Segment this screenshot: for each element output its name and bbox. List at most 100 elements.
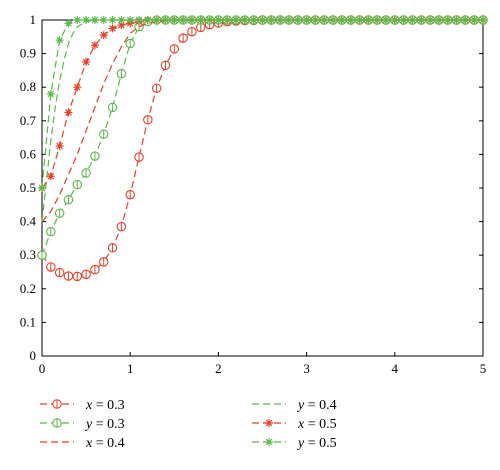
data-point <box>46 89 55 98</box>
data-point <box>38 184 46 192</box>
data-point <box>249 16 258 24</box>
data-point <box>46 172 55 181</box>
y-tick-label: 0 <box>30 348 37 363</box>
data-point <box>470 16 479 24</box>
data-point <box>293 16 302 24</box>
legend-label: y = 0.5 <box>296 436 337 451</box>
legend-variable: x <box>85 436 93 451</box>
legend-item: x = 0.3 <box>40 398 125 413</box>
data-point <box>461 16 470 24</box>
legend-value: = 0.3 <box>92 417 124 432</box>
data-point <box>320 16 329 24</box>
plot-frame <box>41 19 484 357</box>
data-point <box>108 16 117 24</box>
data-point <box>55 36 64 45</box>
y-tick-label: 1 <box>30 12 37 27</box>
series-line <box>41 19 483 189</box>
legend-item: y = 0.5 <box>252 436 337 451</box>
data-point <box>258 16 267 24</box>
data-point <box>135 16 144 24</box>
series-x-0-3 <box>37 15 488 282</box>
data-point <box>108 24 117 33</box>
y-tick-label: 0.8 <box>20 79 36 94</box>
data-point <box>90 16 99 24</box>
data-point <box>196 16 205 24</box>
data-point <box>99 31 108 40</box>
data-point <box>240 16 249 24</box>
data-point <box>223 16 232 24</box>
series-line <box>41 19 483 256</box>
series-y-0-4 <box>41 19 483 222</box>
series-line <box>41 19 483 222</box>
data-point <box>346 16 355 24</box>
data-point <box>399 16 408 24</box>
data-point <box>170 16 179 24</box>
legend-label: x = 0.4 <box>85 436 125 451</box>
legend-value: = 0.5 <box>304 417 336 432</box>
data-point <box>267 16 276 24</box>
series-y-0-3 <box>37 15 488 260</box>
legend-variable: x <box>85 398 93 413</box>
data-point <box>214 16 223 24</box>
x-tick-label: 2 <box>215 361 222 376</box>
legend-variable: y <box>296 398 305 413</box>
series-line <box>41 19 483 189</box>
data-point <box>417 16 426 24</box>
data-point <box>337 16 346 24</box>
data-point <box>55 142 64 150</box>
data-point <box>408 16 417 24</box>
data-point <box>265 419 273 427</box>
legend-item: y = 0.3 <box>40 417 125 432</box>
legend-label: y = 0.3 <box>84 417 125 432</box>
y-tick-label: 0.3 <box>20 247 36 262</box>
data-point <box>329 16 338 24</box>
x-tick-label: 0 <box>39 361 46 376</box>
data-point <box>390 16 399 24</box>
x-tick-label: 3 <box>303 361 310 376</box>
data-point <box>443 16 452 24</box>
data-point <box>232 16 241 24</box>
legend-item: y = 0.4 <box>252 398 337 413</box>
data-point <box>161 16 170 24</box>
data-point <box>73 83 82 92</box>
data-point <box>64 108 73 117</box>
legend-value: = 0.5 <box>304 436 336 451</box>
data-point <box>152 16 161 24</box>
data-point <box>426 16 435 24</box>
data-point <box>82 16 91 24</box>
data-point <box>187 16 196 24</box>
data-point <box>90 41 99 50</box>
y-tick-label: 0.1 <box>20 314 36 329</box>
series-x-0-5 <box>38 16 487 192</box>
data-point <box>381 16 390 24</box>
data-point <box>355 16 364 24</box>
data-point <box>311 16 320 24</box>
data-point <box>276 16 285 24</box>
y-tick-label: 0.9 <box>20 46 36 61</box>
legend-label: y = 0.4 <box>296 398 337 413</box>
legend-item: x = 0.5 <box>252 417 337 432</box>
data-point <box>126 16 135 24</box>
legend-variable: x <box>297 417 305 432</box>
legend-variable: y <box>84 417 93 432</box>
legend-label: x = 0.3 <box>85 398 125 413</box>
series-y-0-5 <box>38 16 487 192</box>
data-point <box>373 16 382 24</box>
data-point <box>73 16 82 24</box>
data-point <box>434 16 443 24</box>
data-point <box>179 16 188 24</box>
y-tick-label: 0.5 <box>20 180 36 195</box>
data-point <box>143 16 152 24</box>
data-point <box>302 16 311 24</box>
legend: x = 0.3y = 0.3x = 0.4y = 0.4x = 0.5y = 0… <box>40 398 337 451</box>
data-point <box>64 19 73 28</box>
legend-value: = 0.4 <box>92 436 124 451</box>
y-tick-label: 0.2 <box>20 281 36 296</box>
legend-variable: y <box>296 436 305 451</box>
y-tick-label: 0.6 <box>20 146 37 161</box>
data-point <box>82 58 91 66</box>
data-point <box>265 438 273 446</box>
data-point <box>99 16 108 24</box>
series-line <box>41 19 483 277</box>
